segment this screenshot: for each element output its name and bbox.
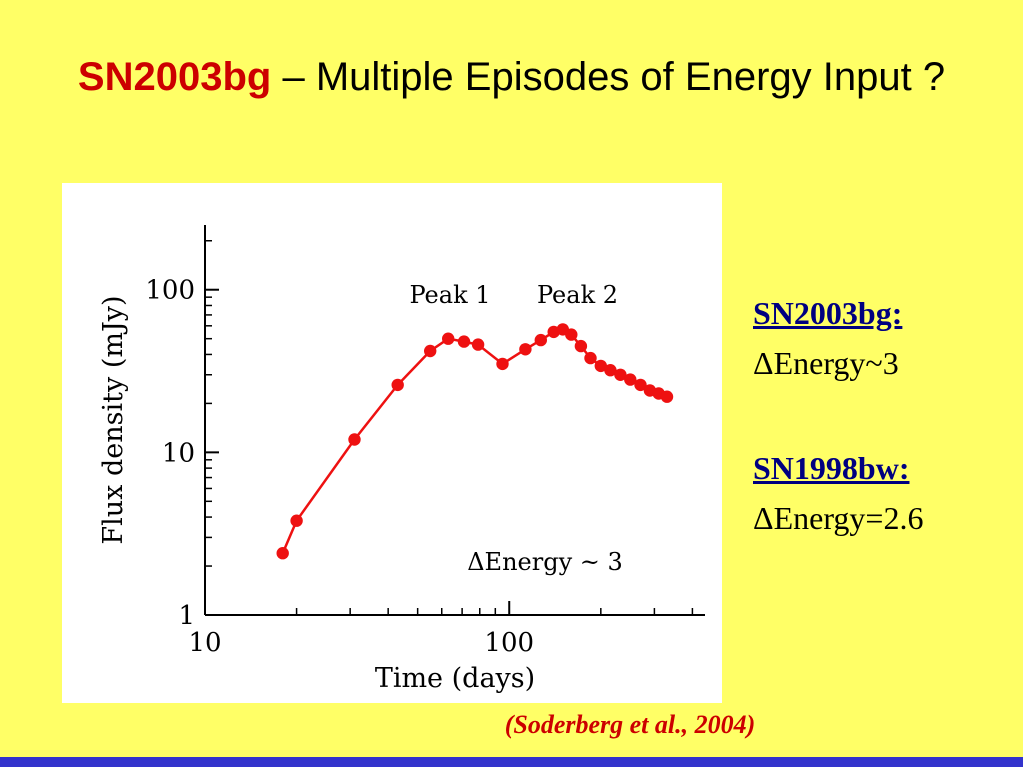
data-point xyxy=(391,378,404,392)
data-point xyxy=(594,359,607,373)
footer-bar xyxy=(0,757,1023,767)
chart-annotation: ΔEnergy ~ 3 xyxy=(467,548,623,576)
x-axis-label: Time (days) xyxy=(375,663,535,694)
data-point xyxy=(624,373,637,386)
sn1998bw-label: SN1998bw: xyxy=(753,450,910,486)
data-point xyxy=(457,335,471,348)
energy-comparison-notes: SN2003bg: ΔEnergy~3 SN1998bw: ΔEnergy=2.… xyxy=(753,288,923,543)
data-point xyxy=(290,514,303,527)
chart-annotation: Peak 2 xyxy=(537,281,618,309)
x-tick-label: 10 xyxy=(188,628,221,658)
data-point xyxy=(565,328,578,341)
data-point xyxy=(424,344,437,358)
title-supernova-name: SN2003bg xyxy=(77,55,272,99)
light-curve-line xyxy=(281,328,668,554)
y-tick-label: 1 xyxy=(178,601,195,631)
sn1998bw-energy-value: ΔEnergy=2.6 xyxy=(753,500,924,536)
x-tick-label: 100 xyxy=(484,628,534,658)
citation-text: (Soderberg et al., 2004) xyxy=(504,710,756,739)
data-point xyxy=(660,390,674,403)
data-point xyxy=(614,368,627,381)
notes-spacer xyxy=(753,388,923,443)
data-point xyxy=(584,351,597,365)
y-tick-label: 10 xyxy=(162,438,195,468)
slide-title: SN2003bg – Multiple Episodes of Energy I… xyxy=(0,42,1023,112)
data-point xyxy=(471,338,485,351)
title-rest-text: – Multiple Episodes of Energy Input ? xyxy=(271,55,946,99)
sn2003bg-label: SN2003bg: xyxy=(753,295,903,331)
data-point xyxy=(348,433,361,446)
data-point xyxy=(276,547,289,560)
data-point xyxy=(604,364,617,377)
data-point xyxy=(534,333,547,347)
data-point xyxy=(442,332,455,345)
sn2003bg-energy-value: ΔEnergy~3 xyxy=(753,345,899,381)
chart-annotation: Peak 1 xyxy=(409,281,490,309)
y-tick-label: 100 xyxy=(145,276,195,306)
data-point xyxy=(519,343,532,356)
data-point xyxy=(574,339,588,353)
data-point xyxy=(634,378,647,392)
y-axis-label: Flux density (mJy) xyxy=(98,295,129,544)
data-point xyxy=(496,357,509,371)
light-curve-chart-panel: 10 100 1 10 100 Time (days) Flux density (mJy)… xyxy=(62,183,722,703)
